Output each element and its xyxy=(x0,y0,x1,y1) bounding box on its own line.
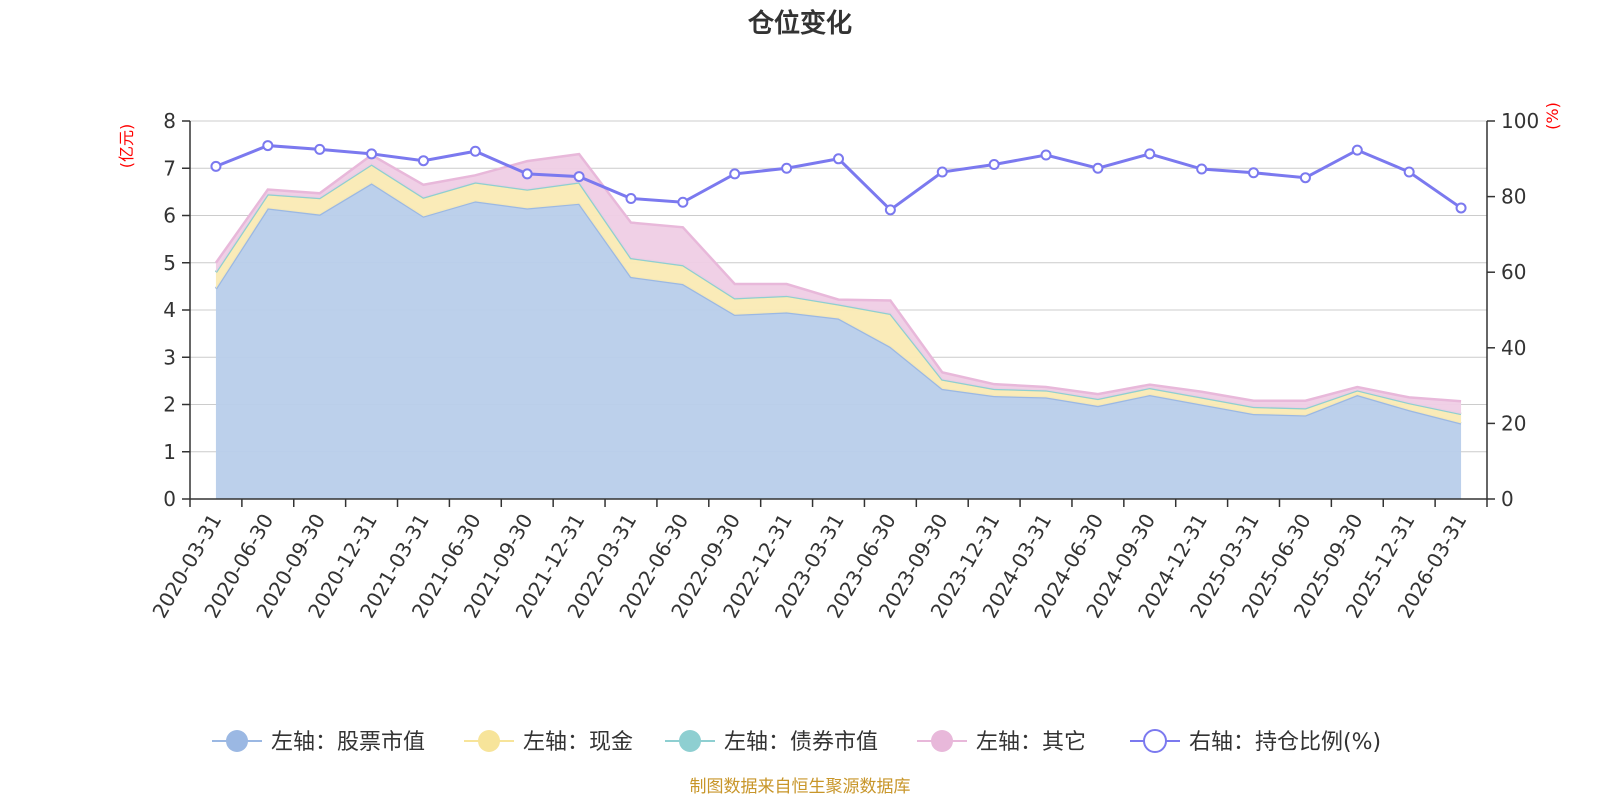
right-tick-label: 20 xyxy=(1501,411,1526,435)
ratio-point-2026-03-31 xyxy=(1455,202,1467,214)
legend-item: 右轴：持仓比例(%) xyxy=(1130,729,1381,755)
ratio-point-2023-09-30 xyxy=(936,166,948,178)
legend: 左轴：股票市值 左轴：现金 左轴：债券市值 左轴：其它 右轴：持仓比例(%) xyxy=(212,729,1381,755)
legend-label: 左轴：其它 xyxy=(976,730,1086,755)
left-tick-label: 5 xyxy=(163,251,176,275)
ratio-point-2020-06-30 xyxy=(262,140,274,152)
stacked-areas xyxy=(214,152,1462,499)
left-tick-label: 4 xyxy=(163,298,176,322)
right-tick-label: 0 xyxy=(1501,487,1514,511)
left-tick-label: 8 xyxy=(163,109,176,133)
left-tick-label: 0 xyxy=(163,487,176,511)
ratio-point-2022-06-30 xyxy=(677,196,689,208)
area-左轴：股票市值 xyxy=(215,183,1462,499)
ratio-point-2022-12-31 xyxy=(781,162,793,174)
area-左轴：现金 xyxy=(215,164,1462,424)
right-tick-label: 60 xyxy=(1501,260,1526,284)
ratio-point-2022-09-30 xyxy=(729,168,741,180)
legend-item: 左轴：其它 xyxy=(917,730,1086,755)
ratio-line xyxy=(210,140,1467,216)
ratio-point-2024-09-30 xyxy=(1144,148,1156,160)
legend-marker xyxy=(679,730,701,752)
left-tick-label: 2 xyxy=(163,393,176,417)
right-tick-label: 100 xyxy=(1501,109,1539,133)
legend-label: 左轴：股票市值 xyxy=(271,730,425,755)
ratio-point-2021-09-30 xyxy=(521,168,533,180)
chart-title: 仓位变化 xyxy=(747,8,852,39)
left-tick-label: 7 xyxy=(163,156,176,180)
ratio-point-2020-12-31 xyxy=(366,148,378,160)
legend-marker xyxy=(1143,729,1167,753)
legend-label: 左轴：债券市值 xyxy=(724,730,878,755)
legend-marker xyxy=(478,730,500,752)
ratio-point-2024-06-30 xyxy=(1092,162,1104,174)
ratio-point-2025-06-30 xyxy=(1299,172,1311,184)
ratio-point-2021-06-30 xyxy=(469,145,481,157)
ratio-point-2021-12-31 xyxy=(573,171,585,183)
right-tick-label: 80 xyxy=(1501,185,1526,209)
data-source-note: 制图数据来自恒生聚源数据库 xyxy=(690,777,911,797)
ratio-point-2025-12-31 xyxy=(1403,166,1415,178)
left-axis-unit: (亿元) xyxy=(117,124,136,169)
left-tick-label: 6 xyxy=(163,204,176,228)
ratio-point-2020-09-30 xyxy=(314,143,326,155)
left-tick-label: 1 xyxy=(163,440,176,464)
ratio-point-2024-12-31 xyxy=(1196,163,1208,175)
area-edge-左轴：其它 xyxy=(214,152,1462,403)
legend-label: 右轴：持仓比例(%) xyxy=(1189,730,1381,755)
ratio-point-2025-09-30 xyxy=(1351,144,1363,156)
ratio-point-2023-06-30 xyxy=(884,204,896,216)
ratio-point-2023-12-31 xyxy=(988,158,1000,170)
legend-item: 左轴：现金 xyxy=(464,730,633,755)
ratio-point-2021-03-31 xyxy=(417,155,429,167)
legend-label: 左轴：现金 xyxy=(523,730,633,755)
left-tick-label: 3 xyxy=(163,345,176,369)
right-axis-unit: (%) xyxy=(1543,102,1562,130)
ratio-point-2022-03-31 xyxy=(625,192,637,204)
legend-item: 左轴：股票市值 xyxy=(212,730,425,755)
right-tick-label: 40 xyxy=(1501,336,1526,360)
ratio-point-2023-03-31 xyxy=(833,153,844,165)
legend-item: 左轴：债券市值 xyxy=(665,730,878,755)
ratio-point-2025-03-31 xyxy=(1248,167,1260,179)
ratio-point-2020-03-31 xyxy=(210,160,222,172)
legend-marker xyxy=(931,730,953,752)
ratio-point-2024-03-31 xyxy=(1040,149,1052,161)
area-左轴：其它 xyxy=(215,154,1462,414)
legend-marker xyxy=(226,730,248,752)
